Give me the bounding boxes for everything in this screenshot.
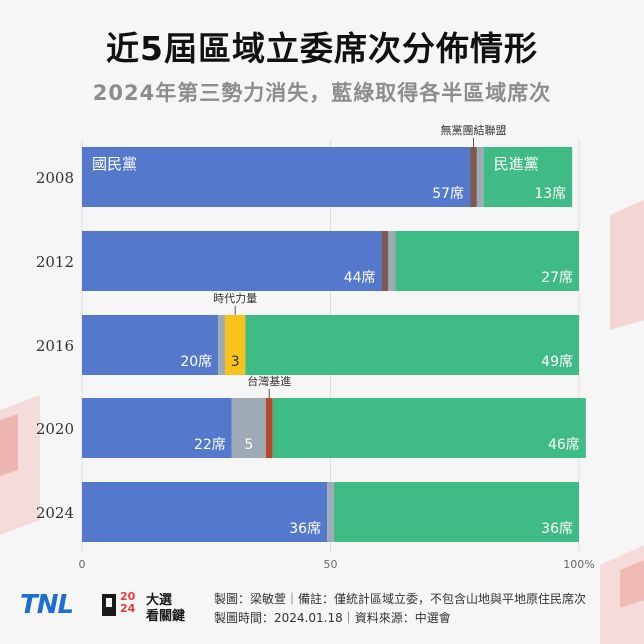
y-tick-label-2008: 2008 [36,169,74,187]
y-tick-label-2012: 2012 [36,253,74,271]
x-tick-label-1: 50 [324,558,338,571]
chart-title: 近5屆區域立委席次分佈情形 [106,29,538,68]
bar-segment-2016-0 [82,315,219,375]
bar-segment-2020-5 [265,398,273,458]
bar-segment-2008-1 [470,147,477,207]
brand-name-top: 大選 [146,593,173,608]
brand-tnl-logo: TNL [20,590,74,620]
bar-segment-2020-0 [82,398,232,458]
bar-segment-2020-6 [272,398,586,458]
data-label-12: 36席 [289,521,321,537]
x-tick-label-0: 0 [79,558,86,571]
brand-year: 2024 [120,590,136,615]
y-tick-label-2024: 2024 [36,504,74,522]
data-label-0: 國民黨 [92,155,137,173]
credit-line-1: 製圖：梁敏萱｜備註：僅統計區域立委，不包含山地與平地原住民席次 [214,592,587,606]
bar-segment-2008-2 [476,147,484,207]
bar-segment-2016-2 [218,315,225,375]
bar-segment-2012-0 [82,231,382,291]
credit-line-2: 製圖時間：2024.01.18｜資料來源：中選會 [214,611,451,625]
data-label-11: 46席 [548,437,580,453]
data-label-9: 22席 [194,437,226,453]
data-label-4: 44席 [344,270,376,286]
data-label-5: 27席 [541,270,573,286]
bar-segment-2008-0 [82,147,471,207]
data-label-3: 13席 [534,186,566,202]
bar-segment-2016-3 [224,315,246,375]
callout-label-1: 時代力量 [213,292,257,305]
x-tick-label-2: 100% [563,558,594,571]
brand-name-bottom: 看關鍵 [146,609,186,624]
callout-label-0: 無黨團結聯盟 [440,123,506,137]
bar-segment-2016-6 [245,315,579,375]
data-label-6: 20席 [180,354,212,370]
data-label-8: 49席 [541,354,573,370]
chart-subtitle: 2024年第三勢力消失，藍綠取得各半區域席次 [92,81,552,105]
data-label-2: 57席 [432,186,464,202]
footer: TNL 2024 大選 看關鍵 製圖：梁敏萱｜備註：僅統計區域立委，不包含山地與… [0,584,644,644]
bar-segment-2012-2 [388,231,396,291]
data-label-10: 5 [244,437,253,453]
data-label-13: 36席 [541,521,573,537]
bar-segment-2012-1 [381,231,389,291]
bar-segment-2020-4 [231,398,266,458]
bar-segment-2024-6 [333,482,579,542]
data-label-1: 民進黨 [494,155,539,173]
callout-label-2: 台灣基進 [247,374,291,388]
bar-segment-2024-2 [327,482,334,542]
y-tick-label-2020: 2020 [36,420,74,438]
stacked-bar-chart: 2008 2012 2016 2020 2024 國民黨 民進黨 57席 13席 44席 27席 20… [36,123,595,571]
bar-segment-2012-6 [395,231,579,291]
bar-segment-2008-6 [483,147,573,207]
brand-2024-icon [102,594,116,616]
bar-segment-2024-0 [82,482,328,542]
data-label-7: 3 [231,354,240,370]
y-tick-label-2016: 2016 [36,337,74,355]
